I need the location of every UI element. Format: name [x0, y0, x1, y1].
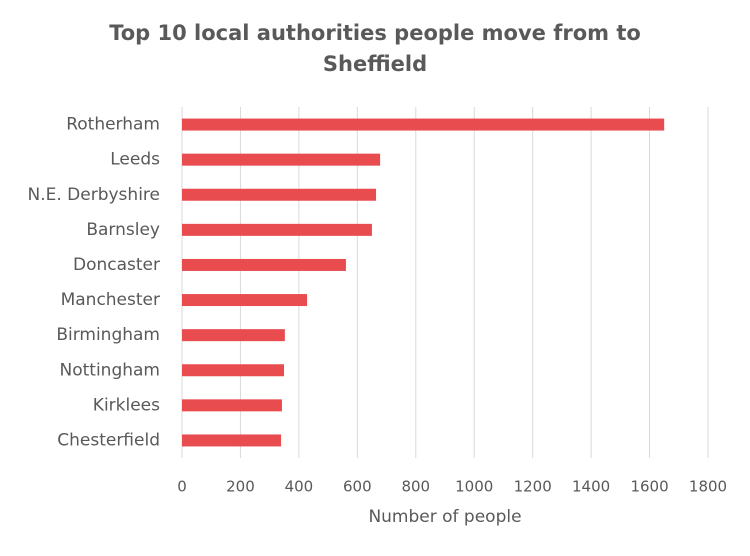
y-tick-label: Birmingham: [56, 325, 160, 345]
x-tick-label: 200: [226, 478, 255, 496]
x-tick-label: 1400: [572, 478, 610, 496]
x-tick-label: 1200: [514, 478, 552, 496]
y-tick-label: Doncaster: [73, 255, 160, 275]
y-tick-label: Leeds: [110, 150, 160, 170]
bar: [182, 258, 346, 271]
bar: [182, 223, 372, 236]
y-tick-label: Chesterfield: [57, 430, 160, 450]
y-tick-label: Nottingham: [60, 360, 161, 380]
bar: [182, 434, 282, 447]
y-tick-label: Kirklees: [93, 395, 160, 415]
x-tick-label: 800: [401, 478, 430, 496]
bar: [182, 294, 308, 307]
x-tick-label: 1600: [630, 478, 668, 496]
bar: [182, 329, 285, 342]
bar: [182, 399, 282, 412]
x-tick-label: 1800: [689, 478, 727, 496]
bar: [182, 188, 377, 201]
x-tick-label: 400: [285, 478, 314, 496]
y-tick-label: Barnsley: [86, 220, 160, 240]
y-tick-label: N.E. Derbyshire: [28, 185, 161, 205]
bar: [182, 364, 284, 377]
x-tick-label: 600: [343, 478, 372, 496]
chart-title: Top 10 local authorities people move fro…: [109, 21, 641, 76]
bar: [182, 118, 665, 131]
y-tick-label: Manchester: [61, 290, 160, 310]
x-axis-label: Number of people: [368, 507, 521, 527]
x-tick-label: 0: [177, 478, 187, 496]
bar: [182, 153, 381, 166]
x-tick-label: 1000: [455, 478, 493, 496]
y-tick-label: Rotherham: [66, 115, 160, 135]
